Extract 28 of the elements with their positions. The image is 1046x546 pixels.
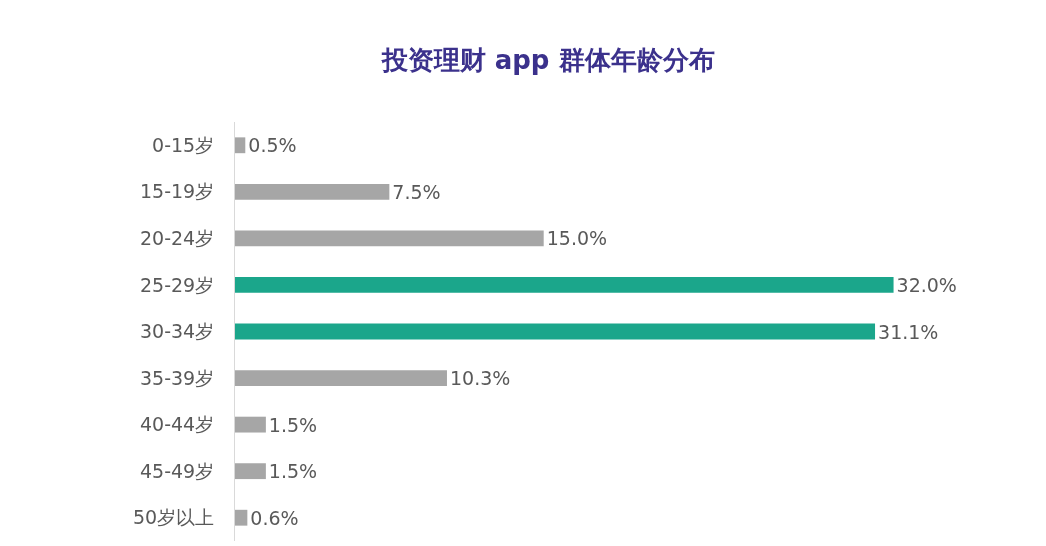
chart-title: 投资理财 app 群体年龄分布 bbox=[380, 45, 715, 76]
bar bbox=[235, 416, 266, 433]
bar bbox=[235, 183, 390, 200]
data-label: 0.6% bbox=[250, 506, 299, 529]
y-tick-label: 30-34岁 bbox=[139, 320, 215, 343]
bar bbox=[235, 370, 447, 386]
y-tick-label: 45-49岁 bbox=[139, 459, 215, 482]
y-tick-label: 35-39岁 bbox=[139, 366, 215, 389]
bar bbox=[235, 137, 246, 154]
data-label: 10.3% bbox=[449, 367, 511, 390]
y-tick-label: 20-24岁 bbox=[139, 227, 215, 250]
bar bbox=[235, 277, 894, 293]
data-label: 1.5% bbox=[268, 413, 318, 436]
data-label: 7.5% bbox=[392, 180, 441, 203]
bar bbox=[235, 509, 248, 526]
bar bbox=[235, 230, 544, 247]
bar bbox=[235, 323, 876, 340]
data-label: 31.1% bbox=[878, 320, 939, 343]
y-tick-label: 40-44岁 bbox=[139, 413, 215, 436]
data-label: 15.0% bbox=[546, 227, 608, 250]
data-label: 0.5% bbox=[248, 134, 297, 157]
data-label: 32.0% bbox=[896, 273, 957, 296]
y-tick-label: 15-19岁 bbox=[139, 180, 215, 203]
bar bbox=[235, 463, 266, 480]
y-tick-label: 25-29岁 bbox=[139, 273, 215, 296]
y-tick-label: 50岁以上 bbox=[133, 506, 215, 529]
y-tick-label: 0-15岁 bbox=[152, 133, 215, 156]
data-label: 1.5% bbox=[268, 460, 318, 483]
